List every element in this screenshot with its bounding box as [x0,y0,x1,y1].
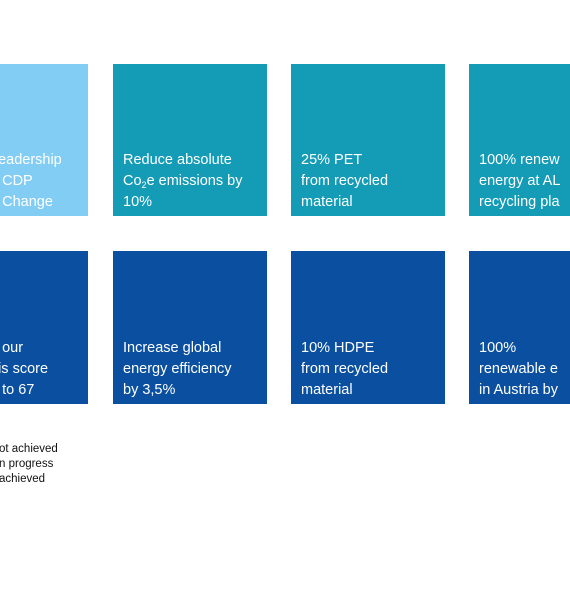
legend-item-not-achieved: ot achieved [0,443,58,455]
goal-tile-renewable-energy-austria: 100% renewable e in Austria by [469,251,570,404]
legend-item-in-progress: n progress [0,458,54,470]
tile-line: from recycled [301,173,389,189]
tile-line: 10% [123,194,153,210]
tile-line: 10% HDPE [301,340,375,356]
goal-tile-renewable-energy-recycling: 100% renew energy at AL recycling pla [469,64,570,216]
tile-line: 100% [479,340,517,356]
legend-item-achieved: achieved [0,473,46,485]
tile-line: e our [0,340,24,356]
goal-tile-hdpe-recycled: 10% HDPE from recycled material [291,251,445,404]
goal-tile-ecovadis-score: e our dis score 3 to 67 [0,251,88,404]
tile-line: material [301,382,353,398]
tile-line: e Change [0,194,53,210]
tile-line: recycling pla [479,194,560,210]
tile-line: 3 to 67 [0,382,35,398]
tile-line: dis score [0,361,49,377]
goal-tile-energy-efficiency: Increase global energy efficiency by 3,5… [113,251,267,404]
status-legend: ot achieved n progress achieved [0,442,58,487]
tile-line: energy efficiency [123,361,232,377]
tile-line: in Austria by [479,382,558,398]
tile-line: Reduce absolute [123,152,232,168]
tile-line: energy at AL [479,173,561,189]
tile-line: Co2e emissions by [123,173,243,190]
tile-line: material [301,194,353,210]
tile-line: renewable e [479,361,558,377]
tile-line: 100% renew [479,152,560,168]
tile-line: from recycled [301,361,389,377]
tile-line: by 3,5% [123,382,176,398]
tile-line: Increase global [123,340,222,356]
goal-tile-reduce-emissions: Reduce absolute Co2e emissions by 10% [113,64,267,216]
tile-line: n CDP [0,173,33,189]
tile-line: 25% PET [301,152,363,168]
goal-tile-pet-recycled: 25% PET from recycled material [291,64,445,216]
goal-tile-cdp-leadership: Leadership n CDP e Change [0,64,88,216]
tile-line: Leadership [0,152,62,168]
